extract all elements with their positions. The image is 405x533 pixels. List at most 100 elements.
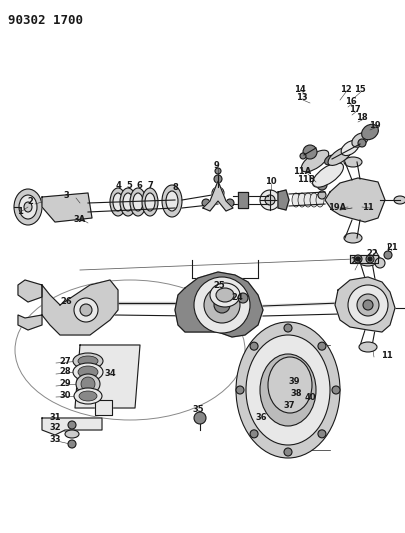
Circle shape	[214, 175, 222, 183]
Ellipse shape	[81, 377, 95, 391]
Circle shape	[350, 195, 360, 205]
Ellipse shape	[76, 374, 100, 394]
Circle shape	[356, 257, 360, 261]
Ellipse shape	[145, 193, 155, 211]
Circle shape	[384, 251, 392, 259]
Text: 38: 38	[290, 389, 302, 398]
Polygon shape	[18, 280, 42, 302]
Ellipse shape	[324, 155, 335, 165]
Circle shape	[68, 421, 76, 429]
Text: 23: 23	[350, 257, 362, 266]
Text: 19: 19	[369, 120, 381, 130]
Ellipse shape	[304, 193, 312, 207]
Text: 11: 11	[362, 204, 374, 213]
Text: 40: 40	[304, 392, 316, 401]
Ellipse shape	[216, 288, 234, 302]
Text: 4: 4	[115, 182, 121, 190]
Circle shape	[354, 255, 362, 263]
Polygon shape	[42, 418, 102, 435]
Text: 15: 15	[354, 85, 366, 93]
Text: 90302 1700: 90302 1700	[8, 14, 83, 27]
Text: 5: 5	[126, 182, 132, 190]
Text: 12: 12	[340, 85, 352, 94]
Circle shape	[363, 300, 373, 310]
Circle shape	[194, 412, 206, 424]
Circle shape	[358, 139, 366, 147]
Text: 28: 28	[59, 367, 71, 376]
Text: 8: 8	[172, 183, 178, 192]
Text: 7: 7	[147, 182, 153, 190]
Circle shape	[318, 191, 326, 199]
Ellipse shape	[73, 363, 103, 381]
Circle shape	[317, 180, 327, 190]
Polygon shape	[278, 190, 289, 210]
Circle shape	[250, 342, 258, 350]
Circle shape	[368, 257, 372, 261]
Text: 10: 10	[265, 177, 277, 187]
Ellipse shape	[19, 195, 37, 219]
Text: 18: 18	[356, 112, 368, 122]
Ellipse shape	[162, 185, 182, 217]
Ellipse shape	[74, 388, 102, 404]
Ellipse shape	[110, 188, 126, 216]
Polygon shape	[203, 181, 233, 211]
Ellipse shape	[260, 354, 316, 426]
Text: 27: 27	[59, 357, 71, 366]
Text: 22: 22	[366, 248, 378, 257]
Circle shape	[375, 258, 385, 268]
Ellipse shape	[123, 193, 133, 211]
Text: 36: 36	[255, 414, 267, 423]
Polygon shape	[325, 178, 385, 222]
Ellipse shape	[130, 188, 146, 216]
Circle shape	[226, 199, 234, 207]
Circle shape	[366, 255, 374, 263]
Ellipse shape	[65, 430, 79, 438]
Text: 2: 2	[27, 198, 33, 206]
Ellipse shape	[310, 193, 318, 207]
Text: 9: 9	[214, 161, 220, 171]
Ellipse shape	[113, 193, 123, 211]
Text: 1: 1	[17, 206, 23, 215]
Text: 3A: 3A	[74, 215, 86, 224]
Circle shape	[76, 301, 90, 315]
Ellipse shape	[246, 335, 330, 445]
Text: 25: 25	[213, 280, 225, 289]
Polygon shape	[350, 255, 378, 263]
Text: 11: 11	[381, 351, 393, 359]
Circle shape	[204, 287, 240, 323]
Circle shape	[260, 190, 280, 210]
Circle shape	[214, 297, 230, 313]
Circle shape	[265, 195, 275, 205]
Ellipse shape	[359, 256, 377, 266]
Ellipse shape	[316, 193, 324, 207]
Circle shape	[284, 324, 292, 332]
Ellipse shape	[24, 202, 32, 212]
Text: 11B: 11B	[297, 175, 315, 184]
Circle shape	[318, 430, 326, 438]
Text: 6: 6	[136, 182, 142, 190]
Polygon shape	[42, 280, 118, 335]
Ellipse shape	[298, 193, 306, 207]
Polygon shape	[175, 272, 263, 337]
Ellipse shape	[344, 157, 362, 167]
Ellipse shape	[303, 145, 317, 159]
Circle shape	[215, 168, 221, 174]
Circle shape	[238, 293, 248, 303]
Circle shape	[318, 342, 326, 350]
Text: 14: 14	[294, 85, 306, 93]
Ellipse shape	[78, 366, 98, 378]
Circle shape	[202, 199, 210, 207]
Ellipse shape	[359, 342, 377, 352]
Ellipse shape	[78, 356, 98, 366]
Text: 21: 21	[386, 244, 398, 253]
Ellipse shape	[301, 150, 329, 172]
Text: 3: 3	[63, 191, 69, 200]
Ellipse shape	[352, 133, 368, 147]
Circle shape	[300, 153, 306, 159]
Circle shape	[74, 298, 98, 322]
Ellipse shape	[313, 163, 343, 187]
Text: 11A: 11A	[293, 167, 311, 176]
Text: 16: 16	[345, 96, 357, 106]
Text: 35: 35	[192, 406, 204, 415]
Text: 30: 30	[59, 391, 71, 400]
